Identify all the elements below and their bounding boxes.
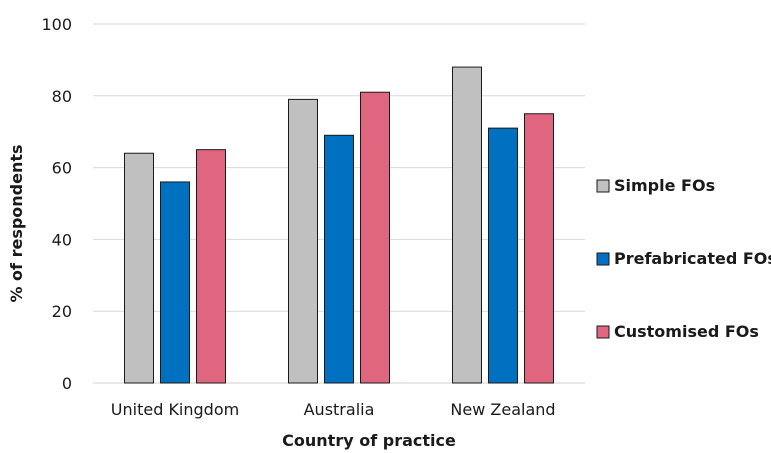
x-tick-label: New Zealand <box>450 400 555 419</box>
y-tick-label: 20 <box>52 302 72 321</box>
x-axis-ticks: United Kingdom Australia New Zealand <box>111 400 556 419</box>
bars <box>124 66 554 384</box>
y-tick-label: 40 <box>52 230 72 249</box>
legend-label: Simple FOs <box>614 176 715 195</box>
y-tick-label: 60 <box>52 159 72 178</box>
legend-label: Customised FOs <box>614 322 759 341</box>
y-tick-label: 0 <box>62 374 72 393</box>
y-tick-label: 80 <box>52 87 72 106</box>
bar <box>360 91 390 384</box>
x-tick-label: United Kingdom <box>111 400 239 419</box>
bar <box>452 66 482 384</box>
bar <box>196 149 226 384</box>
y-tick-label: 100 <box>41 15 72 34</box>
bar <box>124 152 154 384</box>
bar <box>488 127 518 384</box>
legend-label: Prefabricated FOs <box>614 249 771 268</box>
y-axis-ticks: 0 20 40 60 80 100 <box>41 15 72 393</box>
bar <box>324 134 354 384</box>
x-tick-label: Australia <box>304 400 375 419</box>
x-axis-title: Country of practice <box>282 431 456 450</box>
legend-swatch <box>596 325 610 339</box>
legend-swatch <box>596 252 610 266</box>
y-axis-title: % of respondents <box>7 144 26 302</box>
bar <box>160 181 190 384</box>
bar <box>524 113 554 384</box>
bar <box>288 98 318 384</box>
legend: Simple FOs Prefabricated FOs Customised FO… <box>596 176 771 341</box>
legend-swatch <box>596 179 610 193</box>
